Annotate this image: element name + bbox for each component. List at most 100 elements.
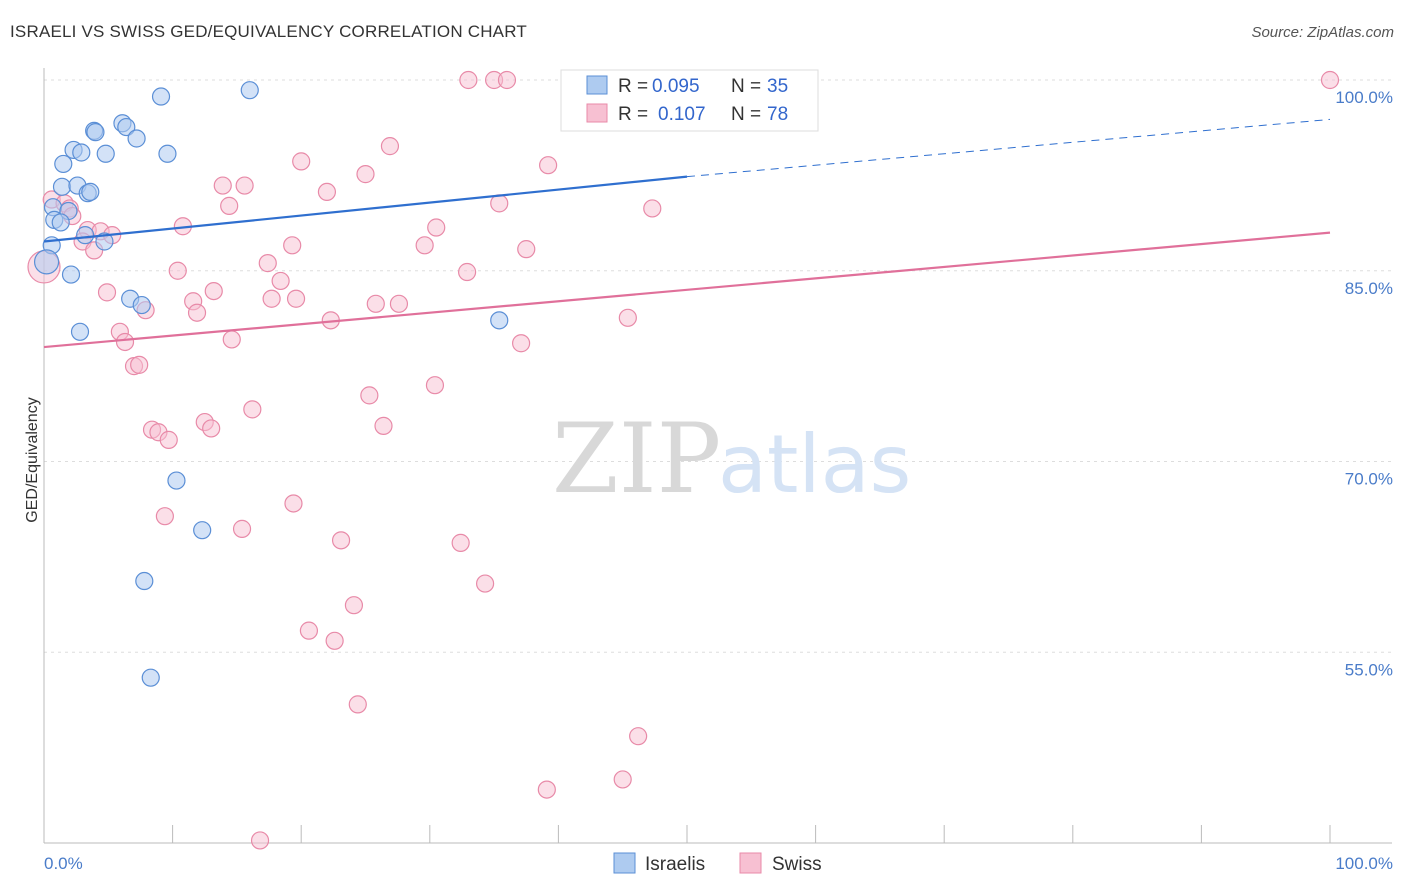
bottom-legend-swiss-label: Swiss bbox=[772, 854, 822, 875]
swiss-point bbox=[344, 596, 364, 615]
watermark-zip: ZIP bbox=[552, 403, 721, 515]
swiss-point bbox=[115, 332, 135, 352]
israelis-point bbox=[141, 668, 160, 687]
swiss-point bbox=[389, 294, 409, 313]
swiss-point bbox=[284, 494, 303, 513]
swiss-point bbox=[204, 281, 223, 301]
israelis-points bbox=[33, 70, 658, 687]
israelis-point bbox=[76, 226, 95, 245]
israelis-point bbox=[240, 81, 259, 100]
swiss-point bbox=[220, 196, 239, 215]
swiss-point bbox=[222, 330, 241, 349]
y-tick-label-0: 100.0% bbox=[1335, 88, 1393, 107]
swiss-point bbox=[243, 400, 262, 419]
israelis-point bbox=[132, 295, 151, 315]
y-tick-labels: 100.0% 85.0% 70.0% 55.0% bbox=[1335, 88, 1393, 679]
x-tick-label-1: 100.0% bbox=[1335, 854, 1393, 873]
swiss-point bbox=[356, 165, 375, 184]
swiss-point bbox=[539, 156, 558, 175]
watermark-atlas: atlas bbox=[718, 418, 911, 511]
israelis-point bbox=[86, 123, 105, 142]
swiss-point bbox=[232, 519, 252, 538]
swiss-point bbox=[258, 254, 277, 273]
swiss-point bbox=[235, 176, 254, 195]
swiss-point bbox=[159, 430, 178, 449]
swiss-point bbox=[202, 419, 221, 438]
swiss-point bbox=[213, 176, 232, 195]
israelis-point bbox=[54, 154, 73, 174]
y-tick-label-2: 70.0% bbox=[1345, 470, 1393, 489]
bottom-legend-israelis-swatch bbox=[613, 852, 636, 874]
legend-swiss-r-value: 0.107 bbox=[658, 104, 706, 125]
israelis-point bbox=[95, 232, 114, 251]
legend-swiss-swatch bbox=[586, 103, 608, 123]
swiss-point bbox=[613, 770, 632, 789]
swiss-point bbox=[475, 574, 495, 593]
israelis-point bbox=[51, 213, 70, 232]
bottom-legend-israelis-label: Israelis bbox=[645, 854, 705, 875]
swiss-trend-line bbox=[43, 231, 1331, 349]
swiss-point bbox=[155, 507, 174, 526]
swiss-point bbox=[459, 70, 478, 90]
bottom-legend-swiss-swatch bbox=[739, 852, 762, 874]
legend-israelis-r-value: 0.095 bbox=[652, 76, 700, 97]
legend-israelis-n-value: 35 bbox=[767, 76, 788, 97]
swiss-point bbox=[187, 303, 207, 322]
swiss-point bbox=[360, 386, 379, 405]
swiss-point bbox=[517, 240, 536, 259]
swiss-point bbox=[643, 199, 662, 218]
swiss-point bbox=[512, 334, 531, 353]
israelis-point bbox=[70, 322, 90, 341]
swiss-point bbox=[490, 194, 509, 213]
israelis-point bbox=[52, 177, 72, 196]
legend-israelis-swatch bbox=[586, 75, 608, 95]
swiss-point bbox=[331, 531, 351, 550]
israelis-point bbox=[33, 249, 60, 275]
x-tick-label-0: 0.0% bbox=[44, 854, 83, 873]
israelis-point bbox=[61, 265, 81, 284]
swiss-point bbox=[629, 727, 648, 746]
israelis-point bbox=[135, 571, 154, 591]
swiss-point bbox=[271, 271, 290, 291]
swiss-point bbox=[97, 283, 117, 302]
swiss-point bbox=[325, 631, 344, 650]
swiss-point bbox=[283, 236, 302, 255]
y-axis-title: GED/Equivalency bbox=[24, 397, 41, 522]
trend-lines bbox=[43, 118, 1331, 349]
israelis-point bbox=[117, 117, 136, 137]
israelis-point bbox=[193, 521, 212, 540]
israelis-trend-extension bbox=[686, 118, 1331, 178]
swiss-point bbox=[374, 416, 393, 435]
bottom-legend: Israelis Swiss bbox=[613, 852, 822, 875]
israelis-point bbox=[158, 144, 177, 163]
swiss-point bbox=[451, 533, 470, 552]
israelis-point bbox=[96, 144, 115, 163]
legend-swiss-n-value: 78 bbox=[767, 104, 788, 125]
y-tick-label-1: 85.0% bbox=[1345, 279, 1393, 298]
chart-title: ISRAELI VS SWISS GED/EQUIVALENCY CORRELA… bbox=[10, 22, 527, 41]
legend: R = 0.095 N = 35 R = 0.107 N = 78 bbox=[560, 69, 819, 132]
swiss-point bbox=[457, 262, 477, 282]
israelis-point bbox=[167, 471, 186, 490]
swiss-point bbox=[497, 70, 517, 90]
chart-source: Source: ZipAtlas.com bbox=[1251, 24, 1394, 41]
swiss-point bbox=[168, 261, 187, 280]
swiss-point bbox=[299, 621, 319, 640]
swiss-point bbox=[348, 695, 367, 714]
swiss-point bbox=[292, 152, 311, 171]
y-tick-label-3: 55.0% bbox=[1345, 660, 1393, 679]
israelis-point bbox=[81, 182, 100, 202]
swiss-point bbox=[366, 294, 385, 313]
swiss-point bbox=[1320, 70, 1340, 90]
grid-lines bbox=[44, 79, 1392, 653]
israelis-point bbox=[127, 129, 146, 148]
swiss-point bbox=[286, 289, 306, 308]
watermark: ZIP atlas bbox=[552, 403, 911, 515]
legend-swiss-r-label: R = bbox=[618, 104, 648, 125]
swiss-point bbox=[415, 236, 434, 255]
swiss-point bbox=[130, 355, 149, 374]
israelis-point bbox=[72, 143, 91, 162]
legend-israelis-n-label: N = bbox=[731, 76, 761, 97]
swiss-point bbox=[317, 182, 337, 202]
